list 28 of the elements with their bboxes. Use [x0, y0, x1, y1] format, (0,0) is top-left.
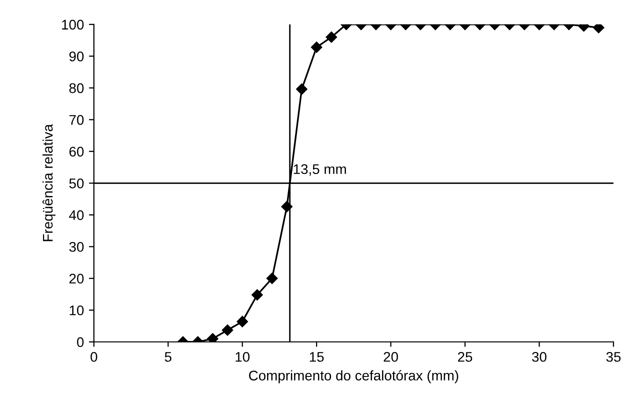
- y-tick-label: 90: [69, 52, 84, 62]
- y-tick-label: 60: [69, 146, 84, 157]
- y-tick-label: 10: [70, 305, 84, 316]
- y-tick-label: 70: [69, 114, 84, 125]
- x-tick-label: 30: [532, 352, 546, 362]
- x-tick-label: 35: [606, 352, 621, 362]
- x-axis-title: Comprimento do cefalotórax (mm): [249, 370, 458, 384]
- y-axis-title: Freqüência relativa: [42, 124, 56, 242]
- y-tick-label: 20: [69, 274, 84, 284]
- x-tick-label: 15: [310, 352, 324, 362]
- point: [207, 333, 218, 342]
- y-tick-label: 50: [69, 178, 84, 188]
- x-tick-label: 20: [384, 352, 398, 362]
- point: [222, 324, 234, 336]
- point: [266, 272, 278, 284]
- point: [236, 316, 248, 328]
- x-tick-label: 25: [458, 352, 472, 362]
- x-tick-label: 5: [164, 352, 172, 362]
- y-tick-label: 30: [69, 242, 84, 252]
- y-tick-label: 100: [62, 20, 84, 30]
- x-tick-label: 0: [90, 352, 98, 362]
- y-tick-label: 0: [76, 337, 84, 348]
- ref-line-label: 13,5 mm: [294, 164, 346, 176]
- x-tick-label: 10: [236, 352, 250, 362]
- y-tick-label: 40: [69, 210, 84, 220]
- point: [281, 201, 292, 212]
- point: [252, 289, 263, 300]
- y-tick-label: 80: [69, 83, 84, 94]
